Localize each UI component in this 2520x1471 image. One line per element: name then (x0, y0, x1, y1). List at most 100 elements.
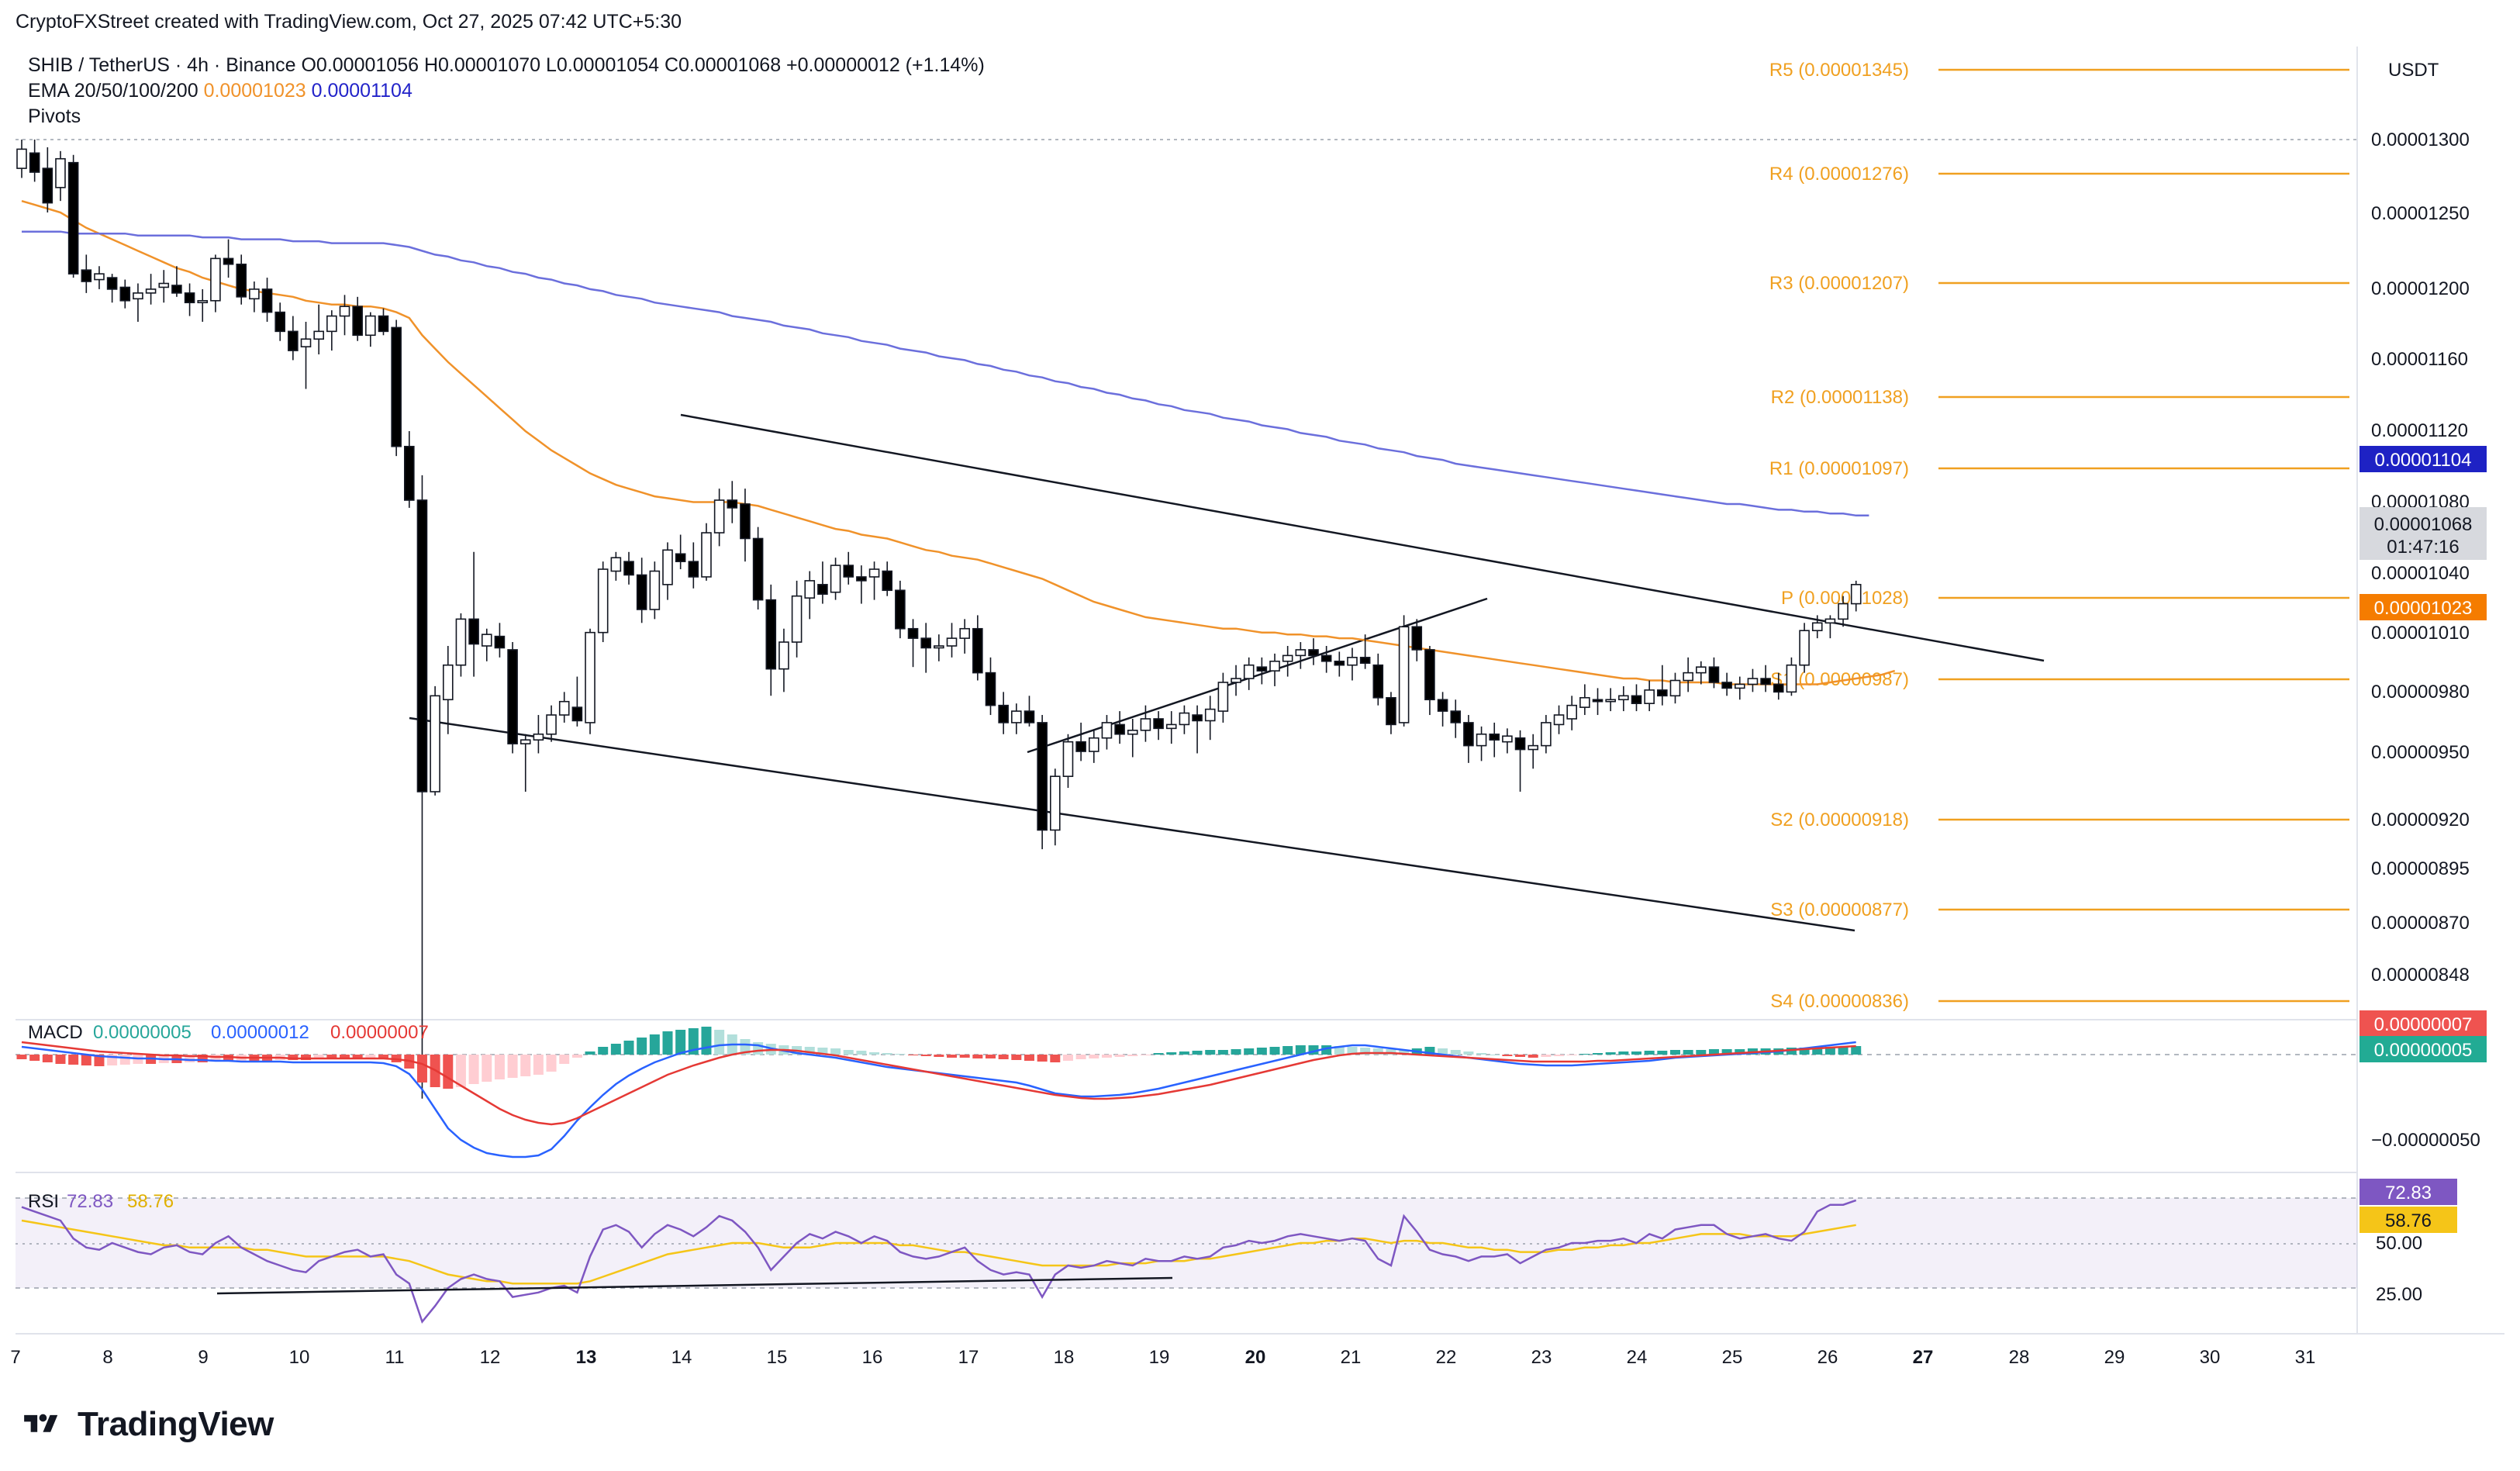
rsi-divergence-line (216, 1276, 1173, 1295)
macd-histogram-bar (817, 1048, 828, 1055)
rsi-price-label: 72.83 (2385, 1183, 2432, 1203)
candle-up (1062, 741, 1074, 777)
candle-up (1605, 699, 1616, 703)
macd-histogram-bar (598, 1047, 609, 1055)
candle-up (430, 695, 440, 792)
candle-up (959, 627, 970, 639)
time-tick-label: 20 (1245, 1347, 1266, 1368)
macd-histogram-bar (623, 1041, 634, 1055)
macd-histogram-bar (1696, 1050, 1707, 1055)
candle-down (765, 599, 777, 670)
candle-up (1696, 666, 1707, 674)
rsi-legend: RSI 72.83 58.76 (28, 1191, 174, 1212)
candle-down (1411, 626, 1423, 651)
macd-histogram-bar (1256, 1048, 1267, 1055)
time-tick-label: 11 (385, 1347, 405, 1368)
candle-up (300, 338, 312, 347)
macd-histogram-bar (1179, 1051, 1189, 1055)
macd-label: MACD (28, 1022, 83, 1043)
time-tick-label: 28 (2009, 1347, 2030, 1368)
candle-up (1347, 657, 1358, 666)
candle-down (920, 637, 931, 649)
candle-down (1424, 649, 1435, 701)
macd-histogram-bar (1683, 1050, 1693, 1055)
time-tick-label: 27 (1913, 1347, 1934, 1368)
macd-histogram-bar (1593, 1053, 1603, 1055)
candle-up (1734, 683, 1745, 689)
macd-histogram-bar (352, 1055, 363, 1059)
macd-histogram-bar (895, 1054, 906, 1055)
macd-histogram-bar (972, 1055, 983, 1058)
rsi-band (16, 1198, 2357, 1288)
candle-down (1320, 654, 1332, 662)
macd-histogram-bar (610, 1044, 621, 1055)
macd-histogram-bar (1011, 1055, 1022, 1060)
pivot-label: S3 (0.00000877) (1770, 900, 1909, 920)
macd-histogram-bar (288, 1055, 299, 1060)
macd-histogram-bar (986, 1055, 996, 1058)
candle-down (972, 627, 983, 674)
macd-histogram-bar (68, 1055, 79, 1065)
candle-down (171, 285, 182, 294)
candle-up (533, 733, 544, 741)
macd-histogram-bar (378, 1055, 388, 1059)
rsi-ma-line (21, 1219, 1856, 1285)
macd-histogram-bar (585, 1051, 595, 1055)
rsi-tick-label-50: 50.00 (2376, 1233, 2422, 1254)
rsi-line (21, 1199, 1857, 1324)
price-tick-label: 0.00000848 (2371, 965, 2470, 986)
macd-histogram-bar (1231, 1049, 1241, 1055)
candle-down (895, 589, 906, 630)
macd-legend: MACD 0.00000005 0.00000012 0.00000007 (28, 1022, 429, 1043)
candle-down (416, 499, 428, 792)
candle-up (520, 739, 531, 744)
candle-up (713, 499, 725, 533)
macd-histogram-bar (804, 1047, 815, 1055)
macd-histogram-bar (1799, 1048, 1810, 1055)
candle-up (778, 641, 789, 670)
ema-legend[interactable]: EMA 20/50/100/200 0.00001023 0.00001104 (28, 80, 413, 102)
candle-up (1101, 722, 1113, 739)
pivot-label: R1 (0.00001097) (1769, 458, 1909, 479)
time-tick-label: 15 (767, 1347, 788, 1368)
tradingview-logo[interactable]: TradingView (16, 1405, 274, 1444)
candle-up (1824, 618, 1836, 624)
time-tick-label: 13 (576, 1347, 597, 1368)
rsi-ma-price-label: 58.76 (2385, 1210, 2432, 1231)
macd-histogram-bar (1153, 1053, 1164, 1055)
candle-up (481, 634, 492, 647)
candle-up (1553, 714, 1565, 726)
macd-histogram-bar (197, 1055, 208, 1062)
candle-down (1657, 689, 1668, 697)
price-tick-label: 0.00001040 (2371, 563, 2470, 584)
candle-up (1476, 733, 1487, 747)
macd-histogram-bar (1386, 1049, 1396, 1055)
candle-down (1024, 710, 1035, 723)
macd-histogram-bar (934, 1055, 944, 1057)
macd-histogram-bar (1735, 1049, 1745, 1055)
candle-up (1838, 603, 1849, 620)
macd-histogram-bar (675, 1030, 686, 1055)
macd-histogram-bar (1127, 1055, 1138, 1056)
macd-histogram-bar (81, 1055, 91, 1065)
macd-histogram-bar (210, 1055, 221, 1062)
macd-histogram-bar (94, 1055, 105, 1066)
price-tick-label: 0.00000980 (2371, 682, 2470, 703)
rsi-ma-box (2359, 1207, 2457, 1233)
candle-up (1398, 626, 1410, 723)
time-tick-label: 9 (198, 1347, 208, 1368)
macd-hist-box (2359, 1036, 2487, 1062)
macd-histogram-bar (1450, 1050, 1461, 1055)
candle-up (1850, 584, 1862, 605)
macd-signal-box (2359, 1010, 2487, 1037)
symbol-ohlc-line[interactable]: SHIB / TetherUS · 4h · Binance O0.000010… (28, 54, 985, 76)
countdown-label: 01:47:16 (2387, 537, 2459, 558)
macd-histogram-bar (1851, 1046, 1862, 1055)
pivots-legend[interactable]: Pivots (28, 105, 81, 127)
macd-histogram-bar (546, 1055, 557, 1072)
ema-label: EMA 20/50/100/200 (28, 80, 198, 102)
candle-down (1489, 733, 1500, 741)
candle-down (507, 649, 518, 744)
